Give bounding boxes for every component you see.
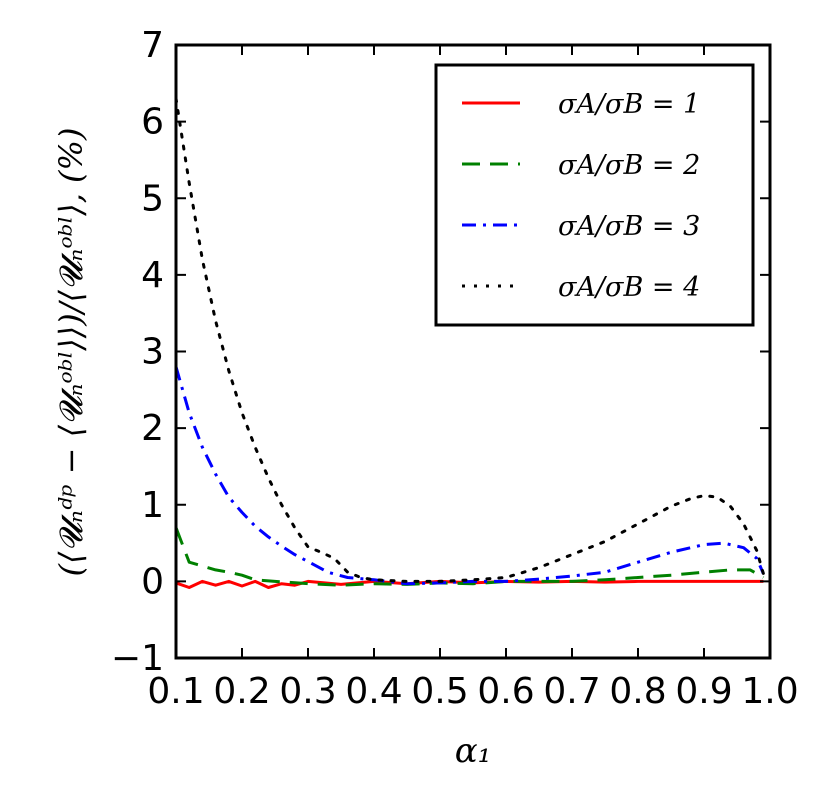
x-tick-label: 0.5 xyxy=(411,671,468,712)
x-tick-label: 0.1 xyxy=(147,671,204,712)
x-tick-label: 0.8 xyxy=(609,671,666,712)
y-tick-label: 6 xyxy=(141,102,164,143)
series-layer xyxy=(174,97,765,589)
x-tick-label: 0.3 xyxy=(279,671,336,712)
series-line-1 xyxy=(175,579,764,589)
y-tick-label: 7 xyxy=(141,25,164,66)
y-tick-label: −1 xyxy=(111,638,164,679)
y-axis-label: (⟨𝓤ₙᵈᵖ − ⟨𝓤ₙᵒᵇˡ⟩⟩)/⟨𝓤ₙᵒᵇˡ⟩, (%) xyxy=(52,128,90,577)
x-tick-label: 0.7 xyxy=(543,671,600,712)
x-tick-label: 0.9 xyxy=(675,671,732,712)
x-tick-label: 0.4 xyxy=(345,671,402,712)
y-tick-label: 1 xyxy=(141,485,164,526)
series-line-4 xyxy=(174,97,765,583)
legend-entries: σA/σB = 1 σA/σB = 2 σA/σB = 3 σA/σB = 4 xyxy=(462,89,700,303)
legend-label-4: σA/σB = 4 xyxy=(558,272,700,303)
series-line-2 xyxy=(174,527,765,587)
y-tick-label: 2 xyxy=(141,408,164,449)
x-tick-label: 0.2 xyxy=(213,671,270,712)
x-axis-label: α₁ xyxy=(455,731,492,771)
series-line-3 xyxy=(174,366,765,586)
x-tick-label: 0.6 xyxy=(477,671,534,712)
tick-label-layer: 0.1 0.2 0.3 0.4 0.5 0.6 0.7 0.8 0.9 1.0 −1 0 1 2 3 4 5 6 7 xyxy=(111,25,799,712)
y-tick-label: 0 xyxy=(141,561,164,602)
legend-label-2: σA/σB = 2 xyxy=(558,150,700,181)
x-tick-label: 1.0 xyxy=(741,671,798,712)
legend-label-3: σA/σB = 3 xyxy=(558,211,700,242)
y-tick-label: 4 xyxy=(141,255,164,296)
legend-box xyxy=(434,63,755,327)
legend: σA/σB = 1 σA/σB = 2 σA/σB = 3 σA/σB = 4 xyxy=(434,63,755,327)
plot-frame xyxy=(174,43,772,660)
y-tick-label: 3 xyxy=(141,332,164,373)
legend-label-1: σA/σB = 1 xyxy=(558,89,700,120)
y-tick-label: 5 xyxy=(141,178,164,219)
